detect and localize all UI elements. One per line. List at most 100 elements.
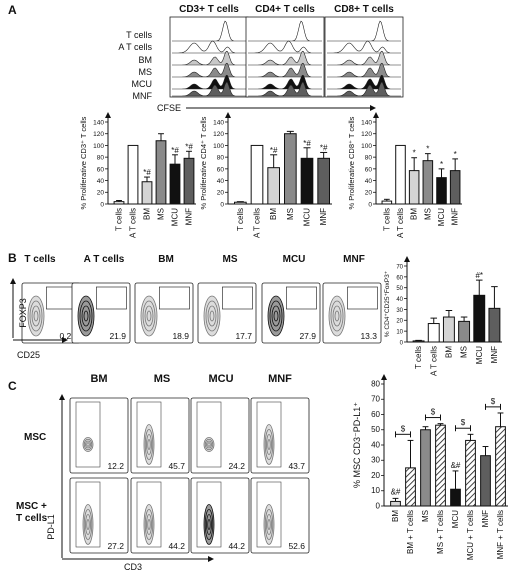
bar — [155, 140, 167, 205]
y-axis-arrowhead — [225, 112, 231, 118]
significance-mark: *# — [185, 142, 193, 151]
flow-gate — [222, 286, 253, 310]
bar — [405, 467, 416, 507]
y-axis-title: % Proliferative CD8⁺ T cells — [347, 116, 356, 209]
y-tick-label: 140 — [213, 119, 224, 126]
flow-row-label-mst: MSC + T cells — [16, 501, 50, 524]
cd3-arrowhead — [208, 556, 214, 562]
hist-row-label: MCU — [132, 79, 153, 89]
significance-mark: &# — [451, 461, 461, 470]
flow-gate-value: 43.7 — [288, 461, 305, 471]
x-tick-label: T cells — [382, 208, 391, 231]
flow-contour — [207, 442, 211, 447]
bar — [412, 340, 425, 343]
y-axis-arrowhead — [373, 112, 379, 118]
y-tick-label: 50 — [371, 425, 380, 434]
y-tick-label: 20 — [371, 471, 380, 480]
bar — [141, 181, 153, 205]
flow-contour — [147, 439, 151, 450]
x-tick-label: MS — [421, 510, 430, 522]
flow-gate — [75, 401, 101, 468]
y-tick-label: 60 — [396, 275, 403, 281]
flow-contour — [203, 295, 221, 337]
flow-gate-value: 52.6 — [288, 541, 305, 551]
bar — [183, 157, 195, 205]
histogram-curve — [172, 62, 246, 78]
flow-gate-value: 17.7 — [235, 331, 252, 341]
flow-contour — [146, 434, 152, 455]
flow-contour — [205, 300, 219, 332]
x-tick-label: MNF — [319, 208, 328, 225]
y-tick-label: 40 — [371, 440, 380, 449]
x-tick-label: MS — [460, 346, 469, 358]
hist-row-label: MNF — [133, 91, 153, 101]
flow-gate-value: 13.3 — [360, 331, 377, 341]
bar — [427, 323, 440, 343]
y-tick-label: 80 — [217, 155, 225, 162]
y-tick-label: 0 — [368, 201, 372, 208]
significance-mark: * — [426, 145, 429, 154]
y-tick-label: 60 — [97, 166, 105, 173]
y-tick-label: 20 — [97, 190, 105, 197]
x-tick-label: T cells — [115, 208, 124, 231]
significance-mark: * — [413, 149, 416, 158]
bar — [169, 163, 181, 205]
bar — [458, 320, 471, 343]
hist-row-label: T cells — [126, 30, 152, 40]
x-tick-label: MCU + T cells — [466, 510, 475, 560]
x-tick-label: MNF — [451, 208, 460, 225]
panel-a-letter: A — [8, 3, 17, 17]
flow-contour — [203, 437, 215, 452]
flow-gate — [75, 481, 101, 548]
flow-contour — [147, 519, 151, 530]
flow-contour — [77, 295, 95, 337]
bar — [390, 500, 401, 507]
hist-title-cd3: CD3+ T cells — [179, 4, 239, 15]
y-tick-label: 120 — [361, 131, 372, 138]
flow-contour — [83, 438, 93, 451]
x-tick-label: MCU — [475, 346, 484, 364]
significance-mark: *# — [320, 143, 328, 152]
histogram-curve — [327, 81, 401, 97]
y-tick-label: 20 — [217, 190, 225, 197]
y-tick-label: 80 — [371, 379, 380, 388]
flow-contour — [204, 438, 214, 451]
bar — [495, 426, 506, 507]
comparison-mark: $ — [461, 418, 466, 427]
bar — [442, 316, 455, 343]
bar — [381, 200, 393, 205]
flow-title: MNF — [343, 254, 365, 265]
y-tick-label: 40 — [217, 178, 225, 185]
bar — [250, 144, 264, 205]
y-tick-label: 70 — [396, 264, 403, 270]
flow-gate — [196, 401, 222, 468]
x-tick-label: MNF — [490, 346, 499, 363]
bar — [127, 144, 139, 205]
flow-contour — [144, 305, 154, 327]
y-tick-label: 0 — [220, 201, 224, 208]
hist-row-label: A T cells — [118, 42, 152, 52]
flow-contour — [267, 439, 271, 450]
flow-plots-c: 12.2 45.7 24.2 43.7 27.2 44.2 44.2 52.6 — [69, 397, 310, 554]
histogram-curve — [172, 20, 246, 42]
flow-contour — [86, 442, 90, 447]
flow-contour — [334, 310, 340, 322]
hist-box-cd3 — [169, 16, 249, 98]
y-tick-label: 60 — [371, 410, 380, 419]
flow-gate-value: 24.2 — [228, 461, 245, 471]
y-tick-label: 20 — [365, 190, 373, 197]
flow-gate-value: 21.9 — [109, 331, 126, 341]
panel-b-letter: B — [8, 251, 17, 265]
significance-mark: *# — [270, 146, 278, 155]
y-axis-title: % Proliferative CD4⁺ T cells — [199, 116, 208, 209]
y-tick-label: 40 — [365, 178, 373, 185]
significance-mark: * — [454, 150, 457, 159]
x-tick-label: BM — [269, 208, 278, 220]
bar — [267, 167, 281, 205]
histogram-curve — [327, 50, 401, 66]
flow-contour — [267, 295, 285, 337]
flow-contour — [209, 310, 215, 322]
flow-contour — [273, 310, 279, 322]
y-tick-label: 80 — [97, 155, 105, 162]
flow-contour — [332, 305, 342, 327]
